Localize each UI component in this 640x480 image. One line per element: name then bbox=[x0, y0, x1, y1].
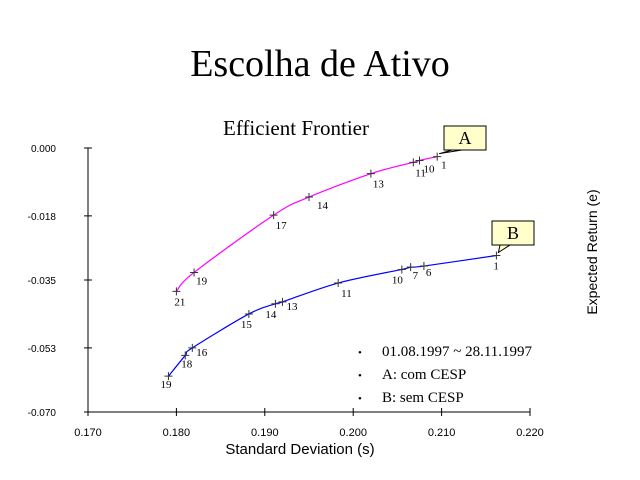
bullet-icon: • bbox=[358, 370, 362, 382]
data-point-label: 17 bbox=[276, 220, 288, 232]
data-point-label: 1 bbox=[493, 260, 499, 272]
callout-box bbox=[491, 220, 535, 246]
bullet-icon: • bbox=[358, 393, 362, 405]
data-point-label: 16 bbox=[196, 347, 208, 359]
callout-label: B bbox=[507, 223, 519, 243]
x-tick-label: 0.220 bbox=[516, 427, 544, 439]
data-point-label: 11 bbox=[341, 288, 352, 300]
data-point-marker bbox=[397, 265, 406, 274]
x-tick-label: 0.200 bbox=[339, 427, 367, 439]
data-point-label: 15 bbox=[241, 319, 253, 331]
data-point-label: 13 bbox=[373, 179, 385, 191]
data-point-label: 11 bbox=[415, 167, 426, 179]
note-period: • 01.08.1997 ~ 28.11.1997 bbox=[358, 341, 532, 364]
x-tick-label: 0.190 bbox=[251, 427, 279, 439]
note-series-a: • A: com CESP bbox=[358, 364, 532, 387]
note-text: A: com CESP bbox=[382, 367, 467, 383]
data-point-label: 21 bbox=[174, 296, 185, 308]
data-point-marker bbox=[269, 211, 278, 220]
x-axis-label: Standard Deviation (s) bbox=[225, 441, 374, 458]
callout-pointer bbox=[439, 149, 463, 155]
data-point-marker bbox=[244, 309, 253, 318]
data-point-marker bbox=[433, 152, 442, 161]
data-point-label: 19 bbox=[196, 275, 208, 287]
data-point-label: 14 bbox=[265, 309, 277, 321]
data-point-marker bbox=[271, 299, 280, 308]
data-point-marker bbox=[366, 169, 375, 178]
bullet-icon: • bbox=[358, 347, 362, 359]
x-tick-label: 0.170 bbox=[74, 427, 102, 439]
note-text: 01.08.1997 ~ 28.11.1997 bbox=[382, 344, 533, 360]
callout-label: A bbox=[459, 128, 472, 148]
data-point-marker bbox=[305, 193, 313, 202]
data-point-label: 14 bbox=[317, 200, 329, 212]
data-point-marker bbox=[409, 158, 418, 167]
data-point-label: 18 bbox=[181, 358, 193, 370]
data-point-marker bbox=[406, 263, 415, 272]
callout-pointer bbox=[497, 244, 512, 254]
y-tick-label: -0.070 bbox=[28, 408, 57, 419]
series-line-A bbox=[175, 156, 438, 292]
callout-box bbox=[443, 125, 487, 151]
note-text: B: sem CESP bbox=[382, 390, 464, 406]
data-point-marker bbox=[188, 343, 197, 352]
data-point-label: 1 bbox=[441, 160, 447, 172]
chart-title: Efficient Frontier bbox=[223, 116, 369, 140]
data-point-marker bbox=[278, 297, 287, 306]
data-point-marker bbox=[190, 268, 199, 277]
data-point-label: 10 bbox=[392, 274, 404, 286]
data-point-label: 6 bbox=[426, 267, 432, 279]
y-tick-label: 0.000 bbox=[31, 144, 56, 155]
note-series-b: • B: sem CESP bbox=[358, 387, 532, 410]
data-point-marker bbox=[172, 287, 181, 296]
data-point-label: 7 bbox=[413, 270, 419, 282]
data-point-marker bbox=[181, 351, 190, 360]
data-point-marker bbox=[334, 279, 343, 288]
slide-title: Escolha de Ativo bbox=[190, 43, 450, 85]
x-tick-label: 0.180 bbox=[163, 427, 191, 439]
y-axis-label: Expected Return (e) bbox=[584, 189, 600, 314]
data-point-label: 10 bbox=[424, 163, 436, 175]
y-tick-label: -0.035 bbox=[28, 276, 57, 287]
notes-list: • 01.08.1997 ~ 28.11.1997 • A: com CESP • B… bbox=[358, 341, 532, 410]
x-tick-label: 0.210 bbox=[428, 427, 456, 439]
y-tick-label: -0.053 bbox=[28, 344, 57, 355]
data-point-marker bbox=[164, 372, 173, 381]
data-point-marker bbox=[419, 262, 428, 271]
data-point-label: 13 bbox=[286, 301, 298, 313]
data-point-marker bbox=[492, 251, 501, 260]
y-tick-label: -0.018 bbox=[28, 212, 57, 223]
data-point-marker bbox=[415, 156, 424, 165]
data-point-label: 19 bbox=[160, 379, 172, 391]
